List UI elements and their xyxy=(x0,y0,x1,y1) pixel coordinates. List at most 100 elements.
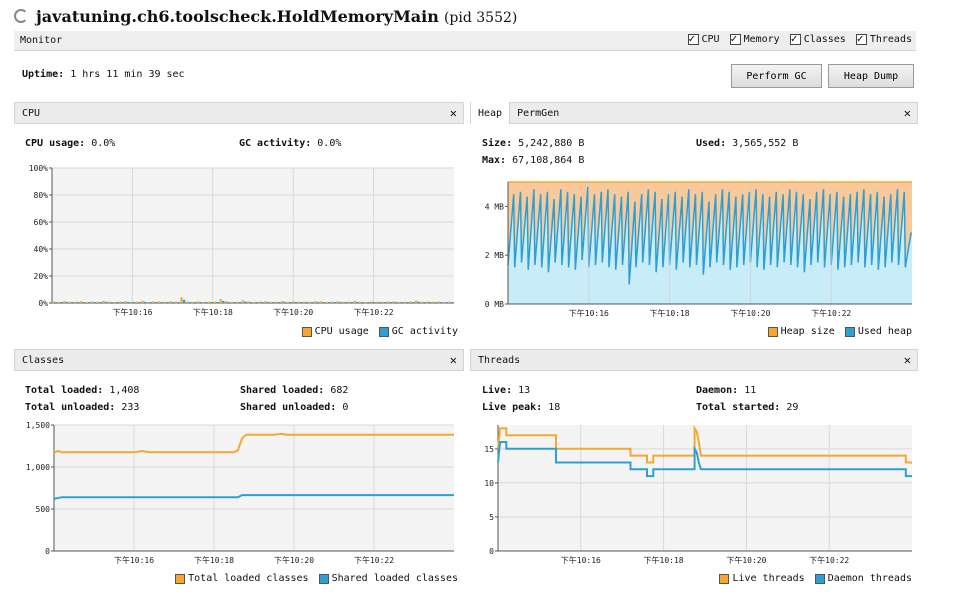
gc-activity-bar xyxy=(127,301,130,303)
stat-value: 3,565,552 B xyxy=(732,138,799,149)
tab-heap[interactable]: Heap xyxy=(471,102,511,124)
cpu-usage-bar xyxy=(146,301,150,303)
legend-swatch xyxy=(175,573,186,584)
cpu-usage-bar xyxy=(414,300,418,303)
heap-x-tick-label: 下午10:18 xyxy=(650,308,690,318)
perform-gc-button[interactable]: Perform GC xyxy=(731,64,822,88)
gc-activity-bar xyxy=(395,301,398,303)
stat-label: Daemon: xyxy=(696,385,739,396)
legend-swatch xyxy=(814,573,825,584)
checkbox-checked-icon[interactable] xyxy=(687,32,699,45)
cpu-legend: CPU usage GC activity xyxy=(301,326,458,337)
close-icon[interactable]: ✕ xyxy=(903,106,911,120)
cpu-usage-bar xyxy=(124,301,127,303)
toggle-threads[interactable]: Threads xyxy=(855,32,912,45)
cpu-usage-bar xyxy=(280,300,284,303)
cpu-y-tick-label: 80% xyxy=(34,191,49,200)
cpu-y-tick-label: 40% xyxy=(34,245,49,254)
close-icon[interactable]: ✕ xyxy=(449,106,457,120)
legend-shared-loaded: Shared loaded classes xyxy=(318,573,458,584)
cpu-usage-bar xyxy=(314,301,317,303)
cpu-panel: CPU ✕ CPU usage: 0.0% GC activity: 0.0% … xyxy=(14,102,464,344)
classes-x-tick-label: 下午10:20 xyxy=(274,555,314,565)
total-loaded-stat: Total loaded: 1,408 xyxy=(25,385,139,396)
cpu-usage-bar xyxy=(158,301,161,303)
cpu-usage-bar xyxy=(375,301,379,303)
gc-activity-bar xyxy=(205,302,208,303)
cpu-x-tick-label: 下午10:20 xyxy=(273,307,313,317)
tab-permgen[interactable]: PermGen xyxy=(517,107,560,119)
legend-cpu-usage: CPU usage xyxy=(301,326,369,337)
gc-activity-bar xyxy=(445,302,448,303)
cpu-usage-bar xyxy=(225,301,228,303)
stat-label: GC activity: xyxy=(239,138,312,149)
toggle-label: Memory xyxy=(743,34,780,45)
legend-used-heap: Used heap xyxy=(844,326,912,337)
used-heap-line xyxy=(507,186,912,285)
cpu-usage-bar xyxy=(420,301,423,303)
panel-title: CPU xyxy=(22,107,41,119)
uptime-value: 1 hrs 11 min 39 sec xyxy=(70,69,185,80)
stat-value: 5,242,880 B xyxy=(518,138,585,149)
threads-panel: Threads ✕ Live: 13 Live peak: 18 Daemon:… xyxy=(470,349,918,591)
gc-activity-bar xyxy=(54,302,57,303)
gc-activity-bar xyxy=(434,302,437,303)
gc-activity-bar xyxy=(356,301,359,303)
gc-activity-bar xyxy=(277,302,281,303)
cpu-usage-bar xyxy=(96,301,99,303)
heap-dump-button[interactable]: Heap Dump xyxy=(828,64,914,88)
threads-y-tick-label: 10 xyxy=(484,479,494,488)
stat-label: Max: xyxy=(482,155,507,166)
gc-activity-bar xyxy=(82,302,85,303)
cpu-usage-bar xyxy=(359,301,362,303)
total-started-stat: Total started: 29 xyxy=(696,402,798,413)
legend-label: CPU usage xyxy=(314,326,369,337)
legend-swatch xyxy=(844,326,855,337)
stat-label: Live: xyxy=(482,385,513,396)
cpu-usage-bar xyxy=(135,301,138,303)
checkbox-checked-icon[interactable] xyxy=(729,32,741,45)
cpu-usage-bar xyxy=(219,299,222,303)
checkbox-checked-icon[interactable] xyxy=(789,32,801,45)
classes-y-tick-label: 1,500 xyxy=(26,421,50,430)
close-icon[interactable]: ✕ xyxy=(903,353,911,367)
cpu-usage-bar xyxy=(381,301,384,303)
heap-x-tick-label: 下午10:20 xyxy=(730,308,770,318)
legend-swatch xyxy=(301,326,312,337)
legend-label: Used heap xyxy=(857,326,912,337)
stat-label: Size: xyxy=(482,138,513,149)
legend-gc-activity: GC activity xyxy=(378,326,458,337)
toggle-classes[interactable]: Classes xyxy=(789,32,846,45)
cpu-usage-bar xyxy=(336,301,339,303)
cpu-usage-stat: CPU usage: 0.0% xyxy=(25,138,115,149)
gc-activity-bar xyxy=(322,302,325,303)
gc-activity-bar xyxy=(93,302,96,303)
gc-activity-bar xyxy=(143,301,147,303)
gc-activity-bar xyxy=(350,302,353,303)
cpu-usage-bar xyxy=(107,301,111,303)
cpu-usage-bar xyxy=(426,301,429,303)
cpu-usage-bar xyxy=(275,301,278,303)
close-icon[interactable]: ✕ xyxy=(449,353,457,367)
cpu-usage-bar xyxy=(197,301,200,303)
cpu-usage-bar xyxy=(236,301,239,303)
gc-activity-bar xyxy=(88,302,91,303)
cpu-usage-bar xyxy=(253,301,256,303)
cpu-x-tick-label: 下午10:16 xyxy=(112,307,152,317)
cpu-usage-bar xyxy=(409,301,412,303)
gc-activity-bar xyxy=(60,302,63,303)
cpu-usage-bar xyxy=(364,301,367,303)
gc-activity-bar xyxy=(411,302,415,303)
threads-chart: 下午10:16 下午10:18 下午10:20 下午10:22 15 10 5 0 xyxy=(470,419,918,571)
uptime: Uptime: 1 hrs 11 min 39 sec xyxy=(22,69,185,80)
threads-x-tick-label: 下午10:22 xyxy=(809,555,849,565)
toggle-cpu[interactable]: CPU xyxy=(687,32,720,45)
stat-value: 67,108,864 B xyxy=(512,155,585,166)
gc-activity-bar xyxy=(121,302,124,303)
threads-panel-header: Threads ✕ xyxy=(470,349,918,371)
toggle-memory[interactable]: Memory xyxy=(729,32,780,45)
classes-chart-svg: 下午10:16 下午10:18 下午10:20 下午10:22 1,500 1,000 50… xyxy=(26,421,454,565)
checkbox-checked-icon[interactable] xyxy=(855,32,867,45)
cpu-usage-bar xyxy=(213,301,217,303)
panel-title: Classes xyxy=(22,354,65,366)
